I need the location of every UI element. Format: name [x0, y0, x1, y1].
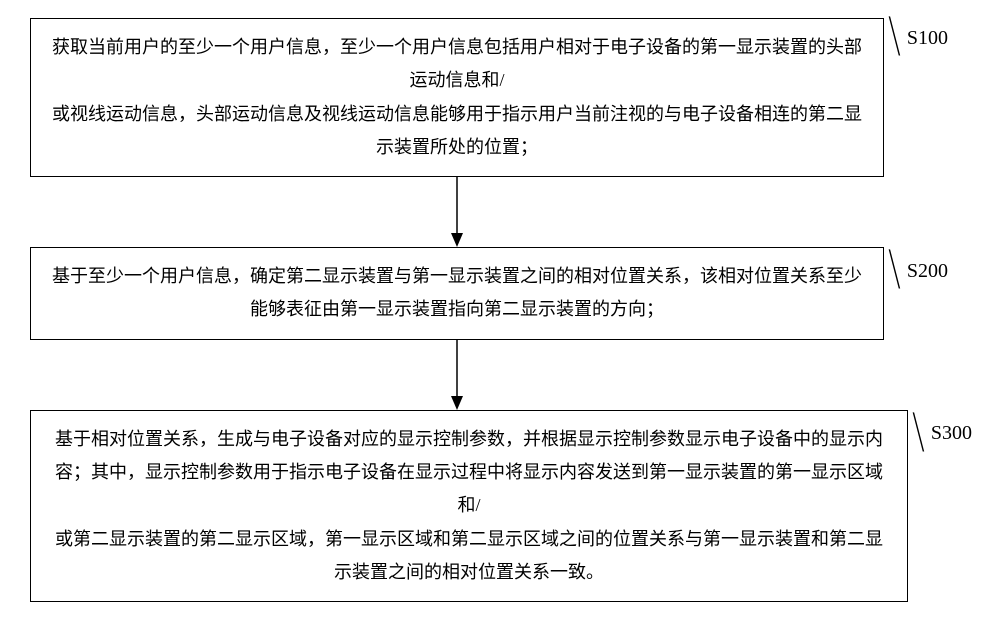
arrow-down-icon — [442, 177, 472, 247]
step-label-group: ╲ S300 — [910, 420, 972, 448]
step-box: 基于至少一个用户信息，确定第二显示装置与第一显示装置之间的相对位置关系，该相对位… — [30, 247, 884, 340]
arrow-wrap — [30, 340, 884, 410]
step-box: 获取当前用户的至少一个用户信息，至少一个用户信息包括用户相对于电子设备的第一显示… — [30, 18, 884, 177]
step-box: 基于相对位置关系，生成与电子设备对应的显示控制参数，并根据显示控制参数显示电子设… — [30, 410, 908, 602]
bracket-icon: ╲ — [913, 417, 923, 451]
flow-step-s300: 基于相对位置关系，生成与电子设备对应的显示控制参数，并根据显示控制参数显示电子设… — [30, 410, 970, 602]
step-id-label: S100 — [907, 27, 948, 50]
step-id-label: S300 — [931, 422, 972, 445]
arrow-down-icon — [442, 340, 472, 410]
step-id-label: S200 — [907, 260, 948, 283]
flowchart-container: 获取当前用户的至少一个用户信息，至少一个用户信息包括用户相对于电子设备的第一显示… — [30, 18, 970, 602]
arrow-wrap — [30, 177, 884, 247]
bracket-icon: ╲ — [889, 21, 899, 55]
step-label-group: ╲ S100 — [886, 24, 948, 52]
flow-step-s100: 获取当前用户的至少一个用户信息，至少一个用户信息包括用户相对于电子设备的第一显示… — [30, 18, 970, 177]
flow-step-s200: 基于至少一个用户信息，确定第二显示装置与第一显示装置之间的相对位置关系，该相对位… — [30, 247, 970, 340]
step-label-group: ╲ S200 — [886, 257, 948, 285]
bracket-icon: ╲ — [889, 254, 899, 288]
